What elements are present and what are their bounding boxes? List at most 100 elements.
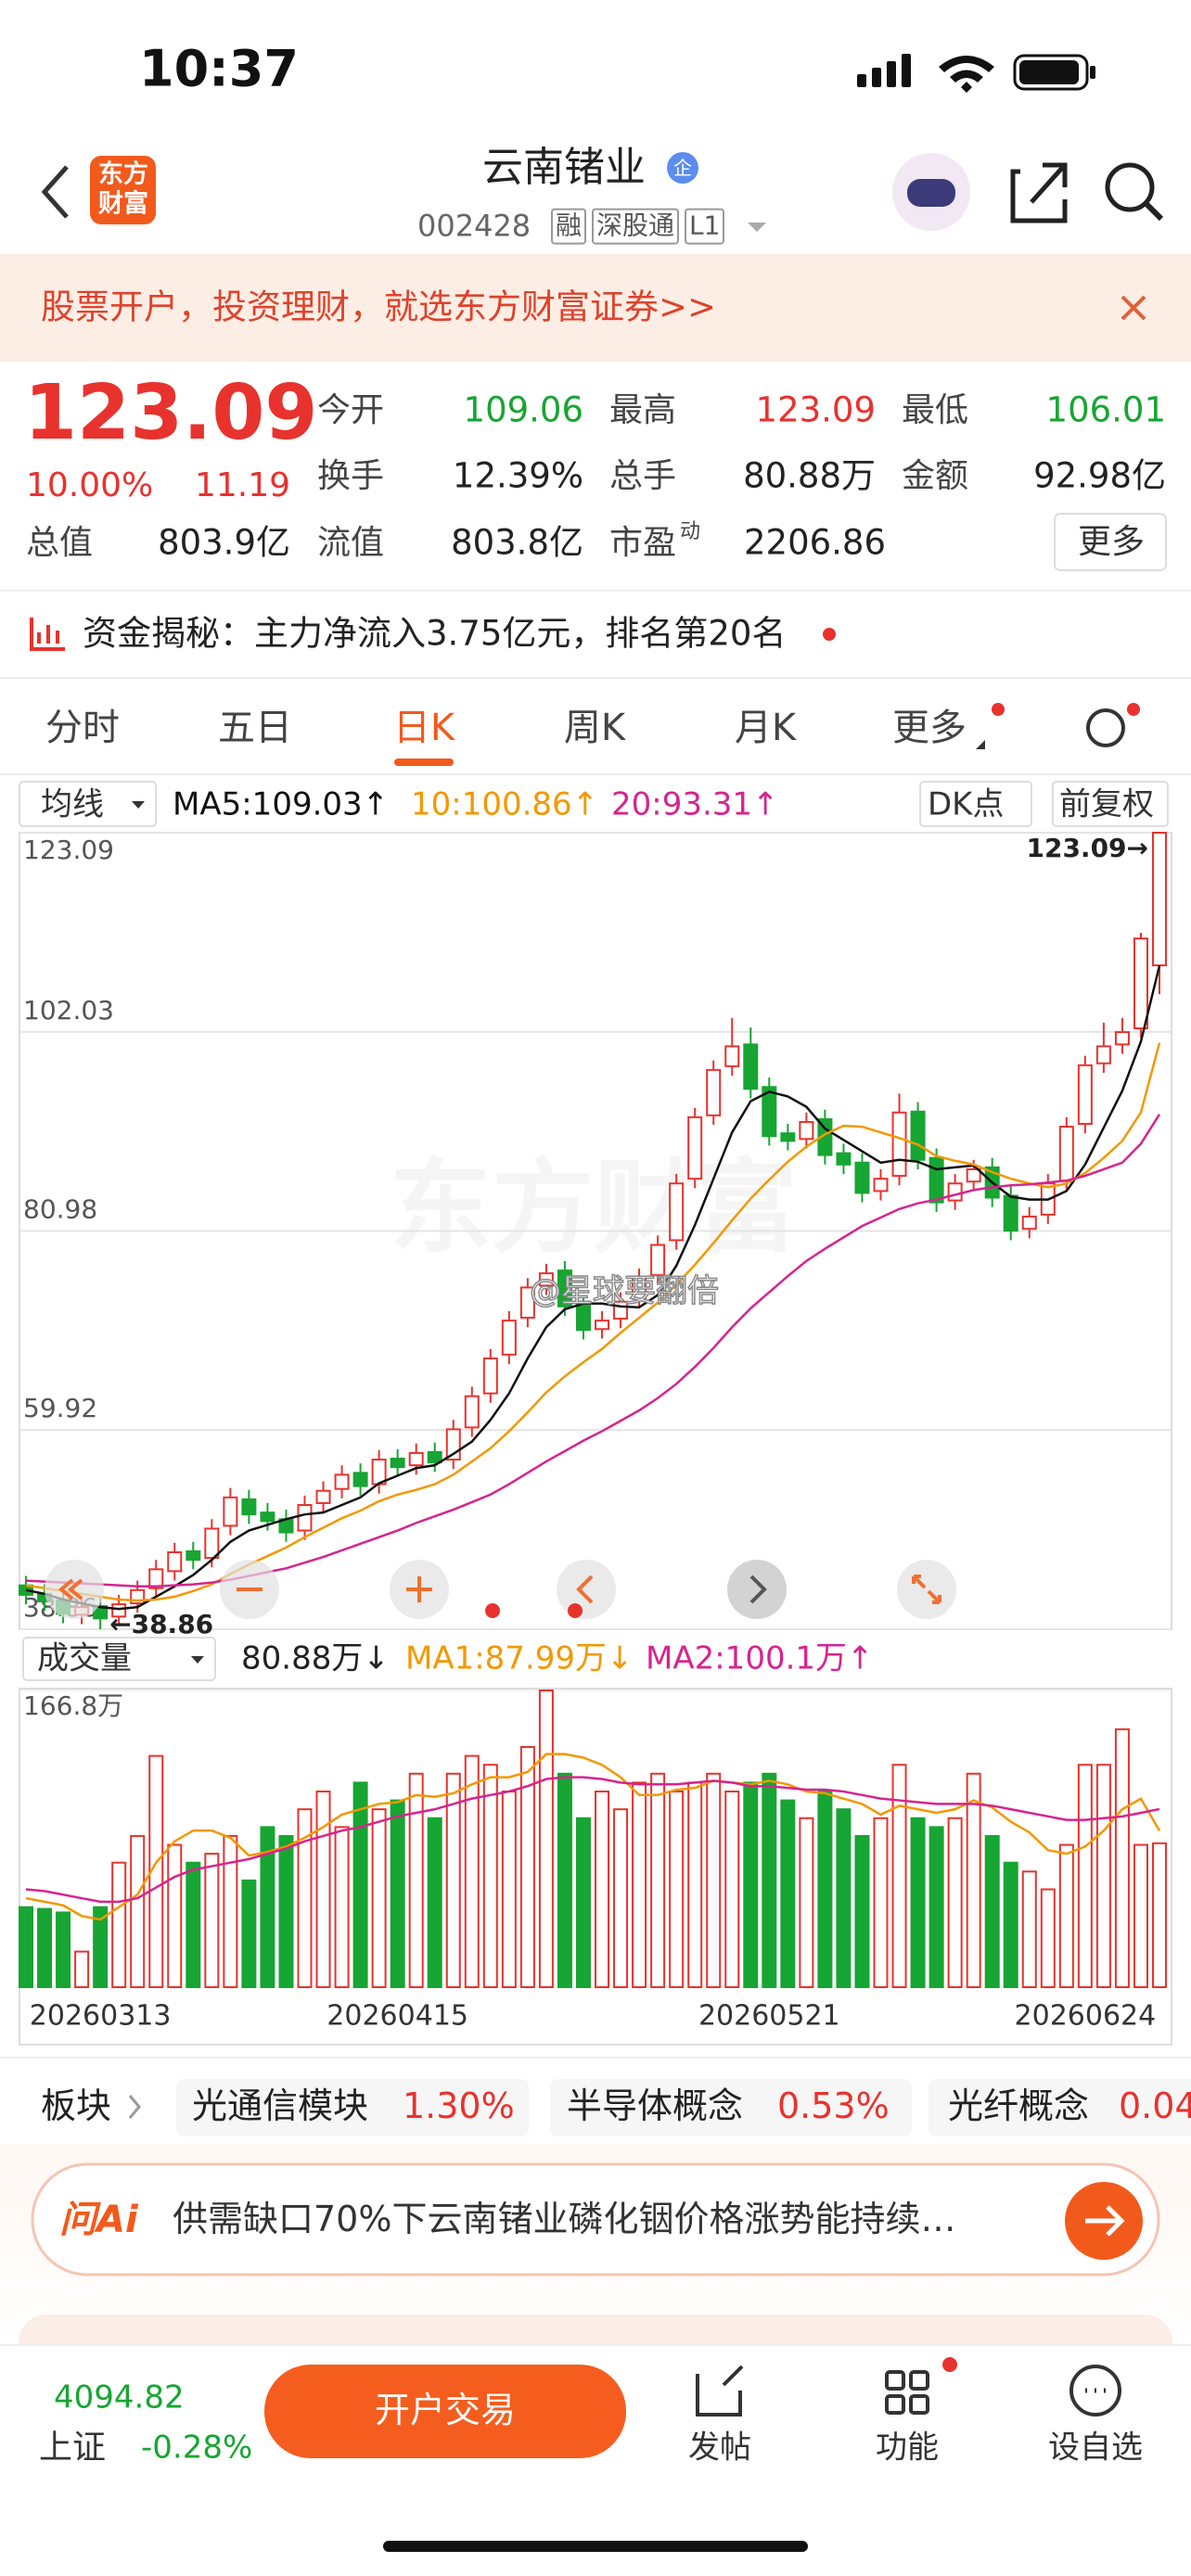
y-tick-label: 123.09 xyxy=(23,835,114,865)
signal-icon xyxy=(857,54,911,87)
volume-selector[interactable]: 成交量 xyxy=(37,1639,132,1677)
action-label[interactable]: 发帖 xyxy=(688,2429,751,2467)
notify-dot xyxy=(568,1603,583,1618)
settings-button[interactable] xyxy=(1086,708,1125,747)
dropdown-icon[interactable] xyxy=(748,223,766,232)
candle-body xyxy=(1003,1194,1018,1232)
divider xyxy=(0,2057,1191,2059)
more-button[interactable] xyxy=(1054,513,1167,571)
volume-bar xyxy=(204,1853,220,1988)
candle-body xyxy=(167,1550,183,1573)
candle-body xyxy=(966,1167,981,1183)
candle-body xyxy=(669,1182,685,1242)
volume-bar xyxy=(315,1790,331,1989)
candle-body xyxy=(334,1473,350,1490)
verified-badge xyxy=(667,152,698,184)
share-button[interactable] xyxy=(1010,162,1068,223)
sector-name[interactable]: 光纤概念 xyxy=(948,2085,1090,2127)
volume-bar xyxy=(519,1746,535,1988)
action-label[interactable]: 功能 xyxy=(876,2429,939,2467)
candle-body xyxy=(799,1120,814,1141)
candle-body xyxy=(780,1132,796,1142)
function-icon[interactable] xyxy=(885,2370,929,2415)
stat-value: 12.39% xyxy=(452,455,583,496)
stat-label: 总手 xyxy=(609,457,677,496)
sector-chip[interactable] xyxy=(176,2079,529,2136)
volume-bar xyxy=(557,1772,572,1988)
banner-text[interactable]: 股票开户，投资理财，就选东方财富证券>> xyxy=(41,287,717,327)
dk-box[interactable] xyxy=(919,781,1032,827)
volume-selector-box[interactable] xyxy=(22,1637,216,1681)
tab[interactable]: 周K xyxy=(563,707,626,749)
candle-body xyxy=(1152,832,1167,967)
tab[interactable]: 日K xyxy=(392,707,455,749)
sector-chip[interactable] xyxy=(550,2079,912,2136)
trade-label[interactable]: 开户交易 xyxy=(374,2390,517,2431)
tag: L1 xyxy=(685,208,725,245)
candle-body xyxy=(427,1450,442,1464)
clock: 10:37 xyxy=(139,39,299,98)
ma-line xyxy=(25,1042,1161,1602)
search-button[interactable] xyxy=(1105,162,1155,212)
stat-label: 换手 xyxy=(317,457,385,496)
ai-badge[interactable]: 问Ai xyxy=(59,2199,138,2241)
adjust-box[interactable] xyxy=(1052,781,1169,827)
ma-selector-box[interactable] xyxy=(19,781,157,827)
candle-body xyxy=(1095,1045,1111,1065)
watchlist-icon[interactable] xyxy=(1069,2365,1121,2417)
volume-bar xyxy=(501,1790,517,1989)
volume-bar xyxy=(669,1790,685,1989)
trade-button[interactable] xyxy=(264,2365,626,2458)
next-button[interactable] xyxy=(727,1560,787,1619)
post-icon[interactable] xyxy=(696,2365,744,2417)
ai-text[interactable]: 供需缺口70%下云南锗业磷化铟价格涨势能持续… xyxy=(173,2199,956,2240)
expand-button[interactable] xyxy=(897,1560,956,1619)
volume-ma-line xyxy=(25,1753,1161,1921)
divider xyxy=(0,590,1191,592)
candle-body xyxy=(186,1549,201,1562)
logo-text[interactable]: 东方财富 xyxy=(98,159,148,219)
volume-bar xyxy=(762,1772,777,1988)
volume-bar xyxy=(371,1808,387,1988)
tab[interactable]: 分时 xyxy=(45,707,120,749)
back-button[interactable] xyxy=(41,165,69,219)
ai-box[interactable] xyxy=(31,2162,1160,2276)
candle-body xyxy=(1114,1031,1130,1046)
rewind-button[interactable] xyxy=(45,1560,104,1619)
dk-label[interactable]: DK点 xyxy=(928,785,1005,823)
candle-body xyxy=(464,1395,480,1429)
volume-bar xyxy=(836,1808,852,1988)
sector-chip[interactable] xyxy=(928,2079,1191,2136)
volume-bar xyxy=(575,1817,591,1989)
volume-bar xyxy=(966,1772,981,1988)
adjust-label[interactable]: 前复权 xyxy=(1059,785,1154,823)
tab[interactable]: 五日 xyxy=(218,707,292,749)
candle-body xyxy=(743,1043,759,1090)
search-handle xyxy=(1144,201,1164,222)
stat-value: 803.8亿 xyxy=(451,522,583,563)
notify-dot xyxy=(823,628,836,641)
candle-body xyxy=(910,1110,926,1161)
prev-button[interactable] xyxy=(557,1560,616,1619)
stat-sup: 动 xyxy=(680,519,701,543)
logo-bg[interactable] xyxy=(90,156,156,224)
volume-bar xyxy=(408,1772,424,1988)
sector-name[interactable]: 光通信模块 xyxy=(192,2085,369,2127)
candle-body xyxy=(260,1511,275,1523)
fund-flow[interactable]: 资金揭秘：主力净流入3.75亿元，排名第20名 xyxy=(83,613,787,654)
notify-dot xyxy=(485,1603,500,1618)
volume-legend: MA2:100.1万↑ xyxy=(646,1639,874,1677)
banner-bg[interactable] xyxy=(0,254,1191,362)
volume-bar xyxy=(445,1772,461,1988)
tab[interactable]: 更多 xyxy=(892,707,967,749)
sector-label[interactable]: 板块 xyxy=(41,2085,112,2127)
tab[interactable]: 月K xyxy=(734,707,797,749)
ma-selector[interactable]: 均线 xyxy=(41,785,104,823)
action-label[interactable]: 设自选 xyxy=(1048,2429,1143,2467)
more-label[interactable]: 更多 xyxy=(1078,523,1146,562)
volume-bar xyxy=(1095,1764,1111,1989)
banner-close[interactable] xyxy=(1121,295,1146,321)
sector-name[interactable]: 半导体概念 xyxy=(567,2085,744,2127)
volume-bar xyxy=(1040,1888,1056,1988)
